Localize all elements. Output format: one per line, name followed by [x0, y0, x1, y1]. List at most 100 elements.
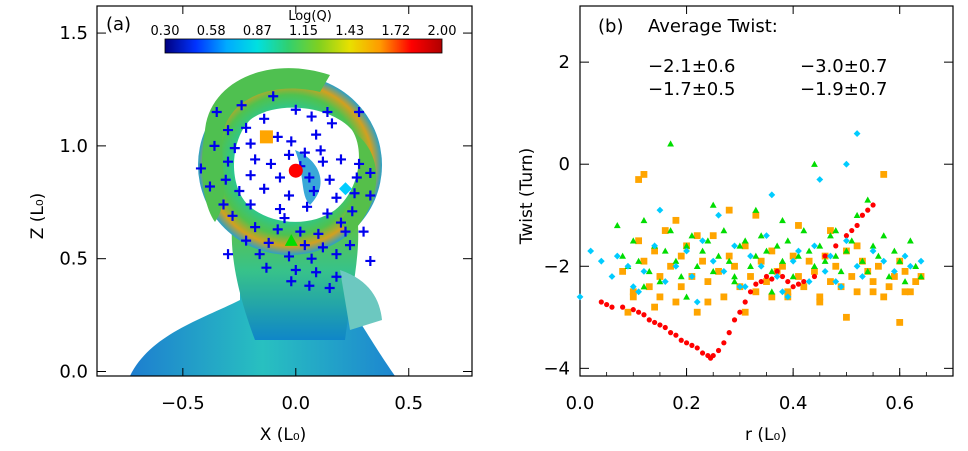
triangle-point — [917, 273, 925, 280]
square-point — [885, 283, 893, 291]
circle-point — [833, 243, 839, 249]
circle-point — [859, 212, 866, 218]
cross-marker — [284, 251, 295, 262]
diamond-point — [843, 237, 850, 245]
triangle-point — [741, 237, 749, 244]
cross-marker — [365, 167, 376, 178]
cross-marker — [345, 240, 356, 251]
avg-twist-green: −1.7±0.5 — [648, 79, 735, 100]
triangle-point — [667, 140, 674, 147]
cross-marker — [347, 206, 358, 217]
square-point — [656, 293, 664, 301]
square-point — [720, 293, 728, 301]
colorbar-tick-label: 0.30 — [151, 24, 180, 39]
diamond-point — [768, 191, 776, 199]
square-point — [677, 252, 685, 260]
cross-marker — [268, 91, 279, 102]
circle-point — [747, 289, 754, 295]
diamond-point — [795, 247, 802, 255]
q-map-heatmap — [130, 68, 395, 376]
square-point — [901, 267, 909, 275]
square-point — [725, 252, 733, 260]
triangle-point — [875, 252, 882, 259]
cross-marker — [227, 210, 238, 221]
cross-marker — [299, 240, 310, 251]
diamond-point — [843, 160, 850, 168]
circle-point — [630, 307, 636, 313]
diamond-point — [747, 252, 754, 260]
cross-marker — [261, 262, 272, 273]
circle-point — [683, 340, 690, 346]
triangle-point — [693, 262, 701, 269]
cross-marker — [265, 158, 276, 169]
cross-marker — [272, 224, 283, 235]
triangle-point — [880, 232, 888, 239]
triangle-point — [821, 257, 829, 264]
cross-marker — [223, 125, 234, 136]
panel-b-title: Average Twist: — [648, 16, 778, 37]
diamond-point — [779, 288, 786, 296]
square-point — [725, 206, 733, 214]
circle-point — [657, 322, 663, 328]
twist-scatter-points — [576, 130, 925, 361]
colorbar-tick-label: 0.87 — [243, 24, 272, 39]
cross-marker — [313, 228, 324, 239]
cross-marker — [274, 172, 285, 183]
triangle-point — [890, 247, 898, 254]
diamond-point — [741, 283, 749, 291]
square-point — [752, 211, 760, 219]
triangle-point — [827, 232, 834, 239]
panel-a-x-axis-label: X (L₀) — [260, 425, 307, 445]
y-tick-label: −2 — [543, 256, 570, 277]
cross-marker — [331, 249, 342, 260]
triangle-point — [805, 247, 813, 254]
square-point — [869, 288, 877, 296]
square-point — [635, 176, 643, 183]
x-tick-label: 0.6 — [885, 393, 914, 414]
diamond-point — [597, 257, 605, 265]
triangle-point — [677, 273, 685, 280]
triangle-point — [912, 262, 920, 269]
circle-point — [662, 324, 668, 331]
y-tick-label: 0.0 — [59, 361, 88, 382]
square-point — [619, 267, 627, 275]
square-point — [784, 288, 792, 296]
square-point — [693, 308, 701, 316]
circle-point — [699, 350, 706, 356]
triangle-point — [779, 257, 786, 264]
cross-marker — [326, 118, 337, 129]
square-point — [848, 273, 856, 280]
diamond-point — [757, 262, 765, 270]
diamond-point — [576, 293, 584, 301]
square-point — [677, 283, 685, 291]
diamond-point — [688, 273, 696, 280]
triangle-point — [901, 278, 909, 285]
cross-marker — [354, 158, 365, 169]
cross-marker — [365, 255, 376, 266]
cross-marker — [234, 186, 245, 196]
triangle-point — [731, 273, 738, 280]
diamond-point — [661, 278, 669, 285]
diamond-point — [869, 247, 877, 255]
avg-twist-red: −3.0±0.7 — [800, 56, 887, 77]
circle-point — [811, 273, 818, 280]
square-point — [912, 278, 920, 285]
cross-marker — [306, 253, 317, 264]
triangle-point — [864, 196, 872, 203]
circle-point — [742, 299, 748, 305]
avg-twist-cyan: −1.9±0.7 — [800, 79, 887, 100]
y-tick-label: 2 — [559, 52, 570, 73]
panel-a: −0.5 0.0 0.50.00.51.01.5 (a) Log(Q) 0.30 0.… — [28, 5, 473, 445]
cross-marker — [351, 172, 362, 183]
cross-marker — [254, 249, 265, 260]
square-point — [880, 293, 888, 301]
square-point — [795, 273, 802, 280]
square-point — [869, 278, 877, 285]
triangle-point — [613, 222, 621, 229]
triangle-point — [699, 247, 706, 254]
circle-point — [689, 342, 695, 348]
square-feature-marker — [259, 130, 273, 144]
triangle-point — [736, 242, 744, 249]
cross-marker — [279, 213, 290, 224]
